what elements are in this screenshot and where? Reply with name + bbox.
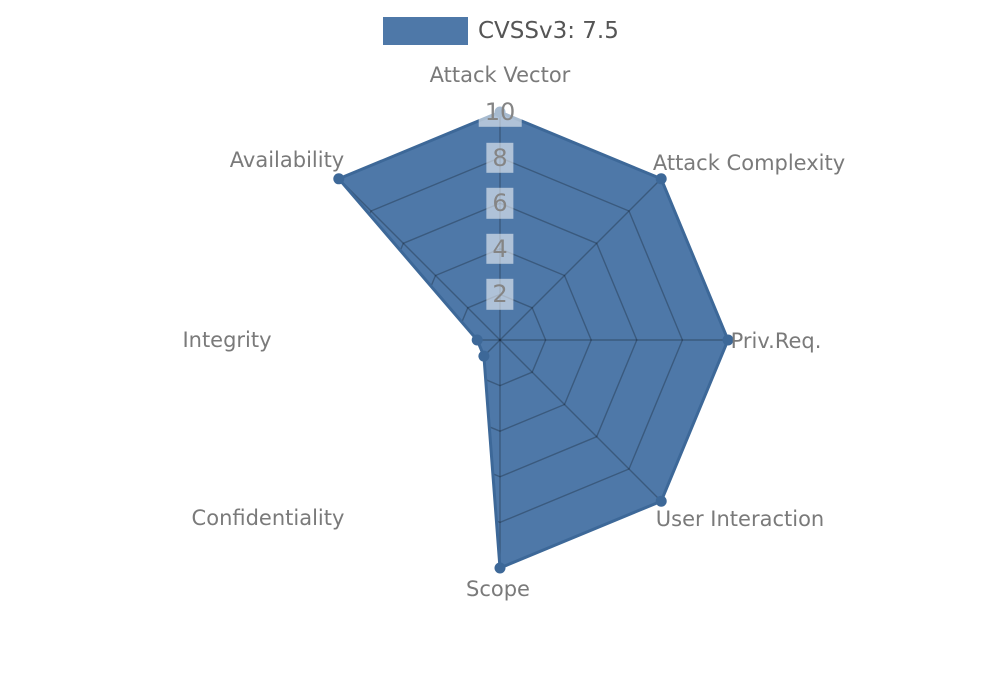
legend-swatch [383,17,468,45]
legend: CVSSv3: 7.5 [383,17,619,45]
axis-label-priv-req: Priv.Req. [730,329,822,353]
axis-label-scope: Scope [466,577,530,601]
axis-label-confidentiality: Confidentiality [191,506,345,530]
legend-label: CVSSv3: 7.5 [478,18,619,44]
radial-tick-10: 10 [478,96,522,128]
axis-label-attack-vector: Attack Vector [429,63,571,87]
radial-tick-4: 4 [486,233,514,264]
axis-label-availability: Availability [229,148,345,172]
radial-tick-8: 8 [486,142,514,173]
axis-label-user-interaction: User Interaction [655,507,825,531]
axis-label-attack-complexity: Attack Complexity [652,151,846,175]
radial-tick-6: 6 [486,187,514,219]
axis-label-integrity: Integrity [182,328,272,352]
radial-tick-2: 2 [486,279,514,310]
